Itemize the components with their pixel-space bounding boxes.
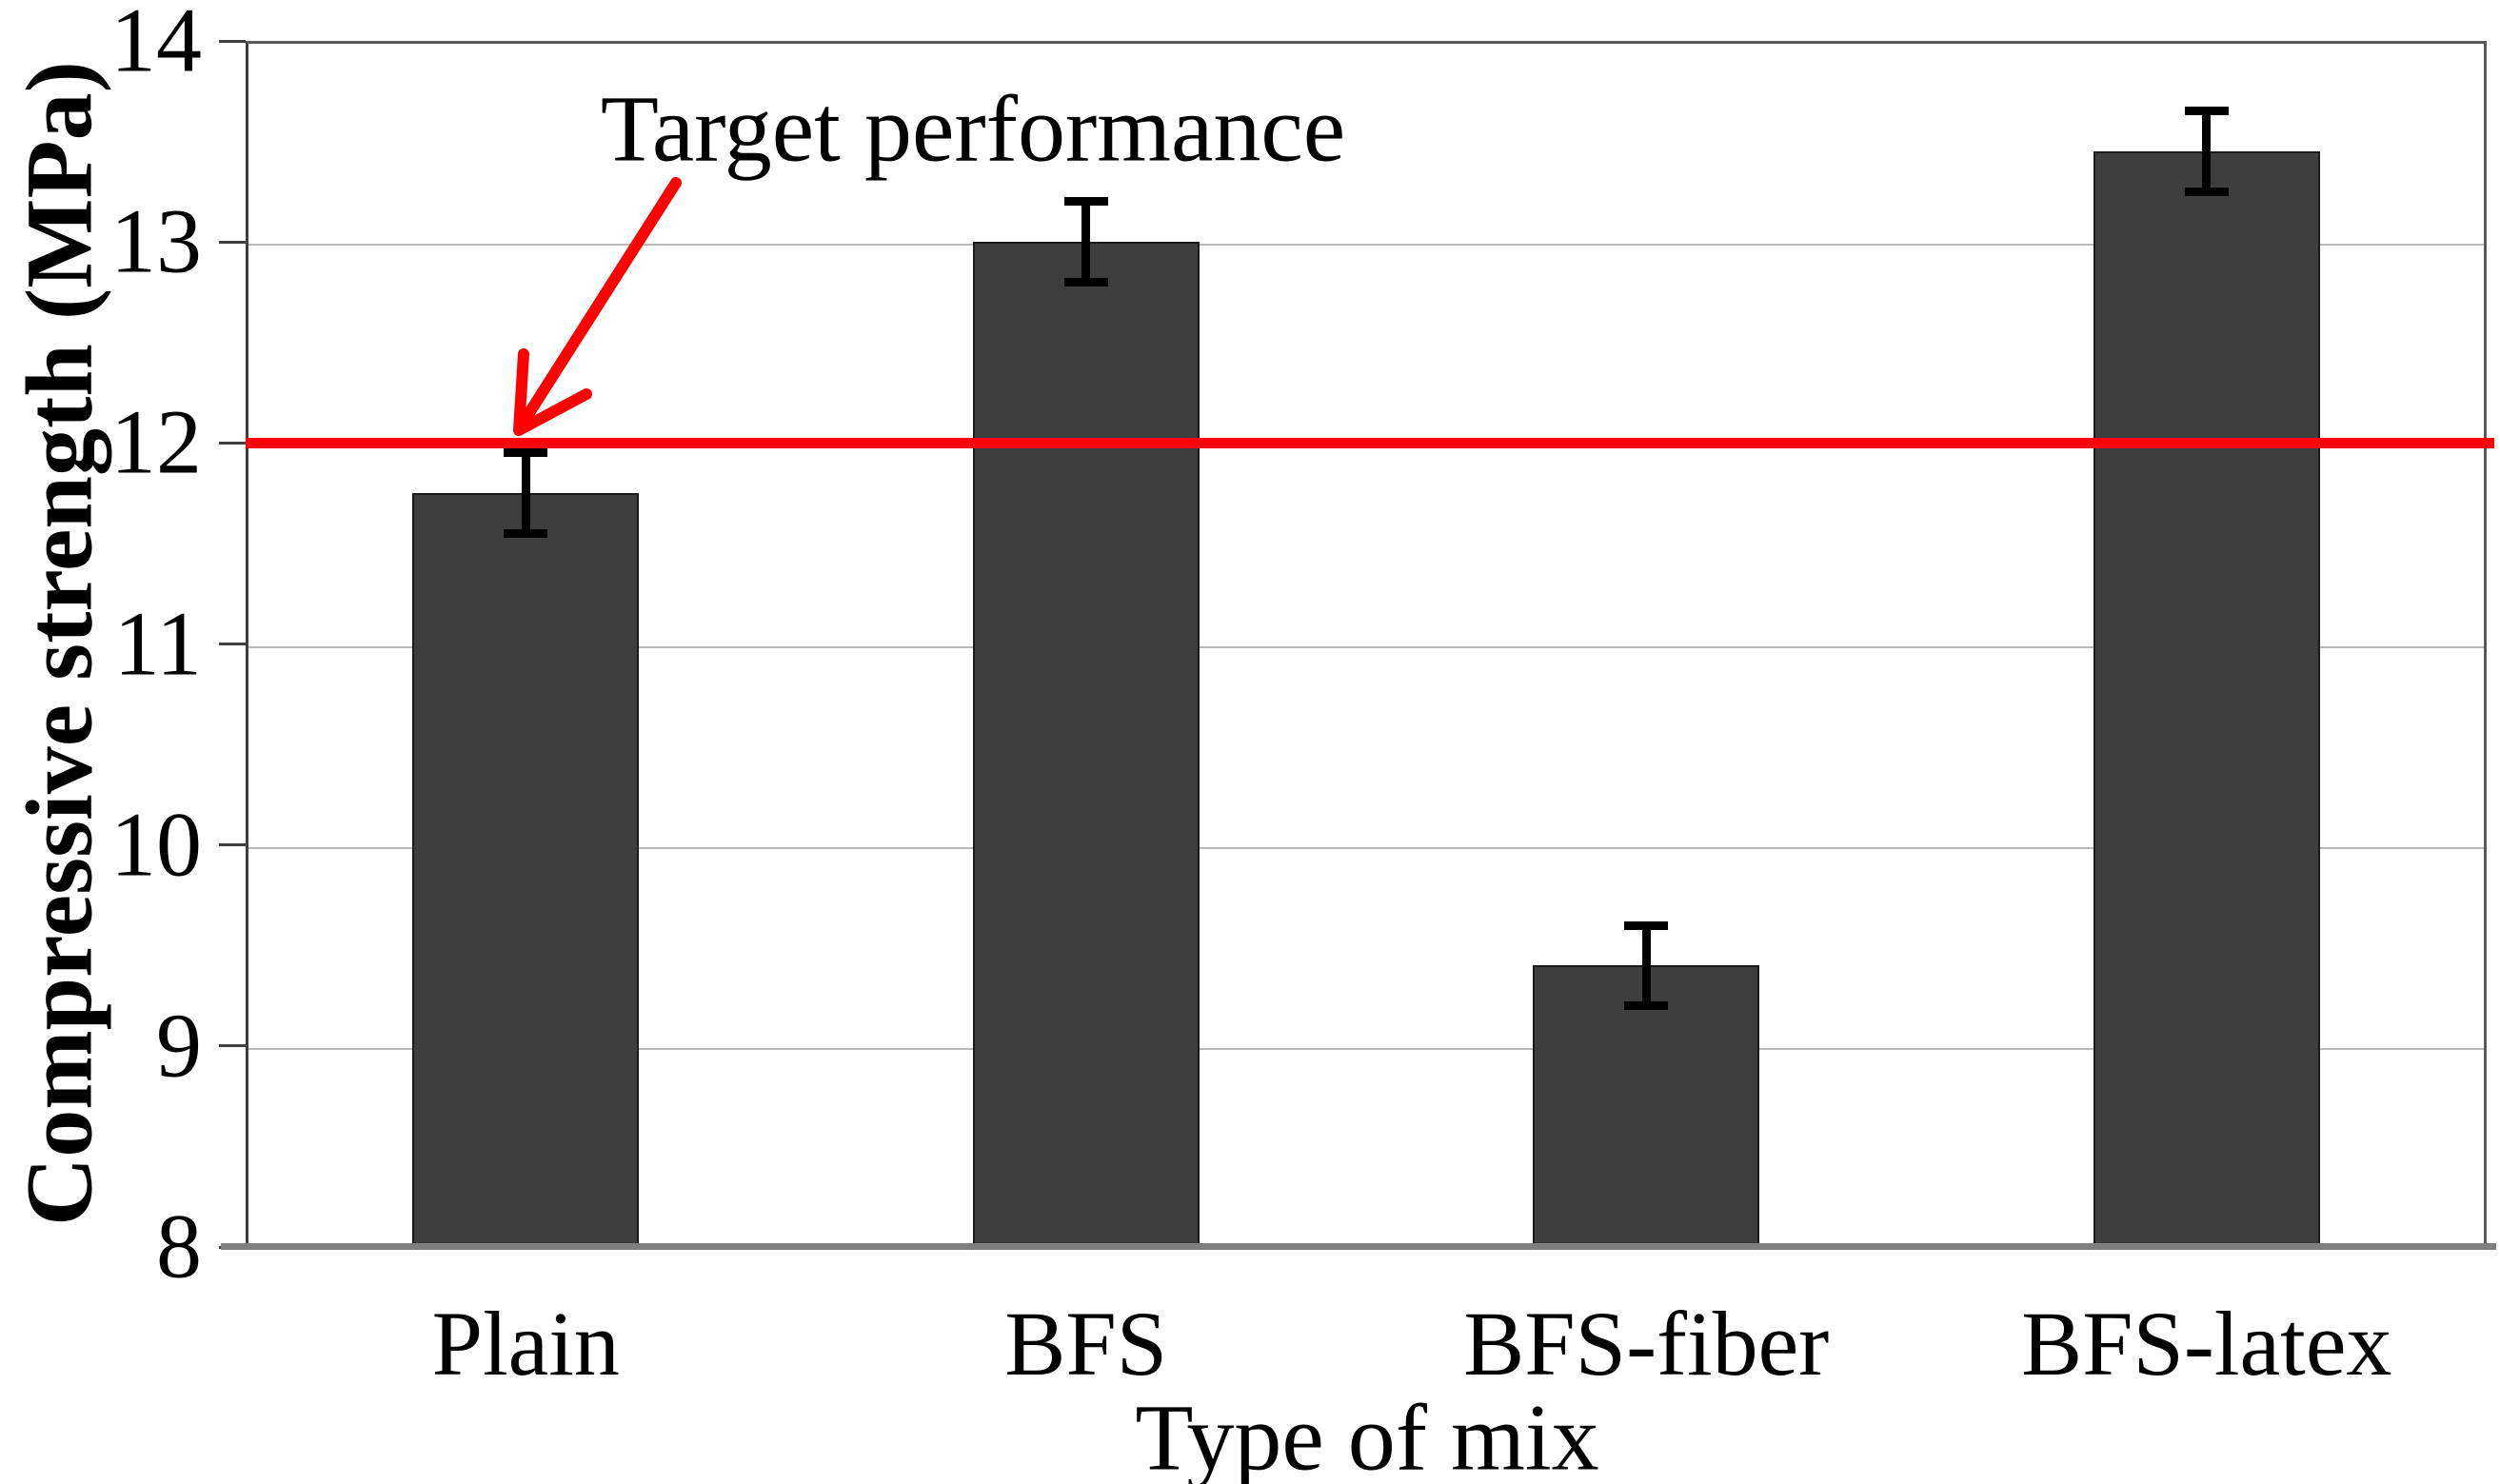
x-tick-label-bfs-fiber: BFS-fiber [1463,1293,1830,1395]
error-bar-cap-bottom-bfs [1063,277,1108,287]
error-bar-cap-top-plain [504,448,548,458]
x-tick-label-plain: Plain [431,1293,620,1395]
y-tick [219,643,246,645]
error-bar-bfs-latex [2202,110,2212,192]
y-tick-label-13: 13 [110,189,202,292]
error-bar-bfs [1081,201,1091,283]
gridline [248,1047,2484,1050]
error-bar-plain [521,452,530,534]
y-tick-label-8: 8 [156,1195,202,1297]
x-tick-label-bfs-latex: BFS-latex [2021,1293,2392,1395]
error-bar-cap-bottom-bfs-latex [2184,187,2229,196]
gridline [248,244,2484,247]
y-tick [219,39,246,43]
x-axis-title: Type of mix [1135,1384,1599,1484]
x-axis-line [221,1243,2496,1250]
error-bar-cap-bottom-bfs-fiber [1624,1001,1669,1011]
bar-bfs [972,242,1200,1247]
error-bar-bfs-fiber [1641,925,1651,1006]
target-reference-line [246,437,2494,448]
y-tick-label-12: 12 [110,390,202,493]
error-bar-cap-top-bfs [1063,197,1108,207]
gridline [248,645,2484,648]
y-tick-label-14: 14 [110,0,202,91]
y-tick-label-9: 9 [156,994,202,1097]
y-tick [219,240,246,244]
y-tick-label-11: 11 [113,592,202,695]
y-tick [219,843,246,847]
bar-bfs-latex [2093,151,2320,1247]
y-tick [219,441,246,445]
gridline [248,846,2484,849]
bar-plain [412,493,640,1247]
error-bar-cap-top-bfs-fiber [1624,920,1669,930]
y-tick-label-10: 10 [110,793,202,896]
x-tick-label-bfs: BFS [1004,1293,1168,1395]
error-bar-cap-top-bfs-latex [2184,107,2229,116]
target-annotation: Target performance [600,75,1346,182]
error-bar-cap-bottom-plain [504,528,548,538]
y-tick [219,1044,246,1048]
